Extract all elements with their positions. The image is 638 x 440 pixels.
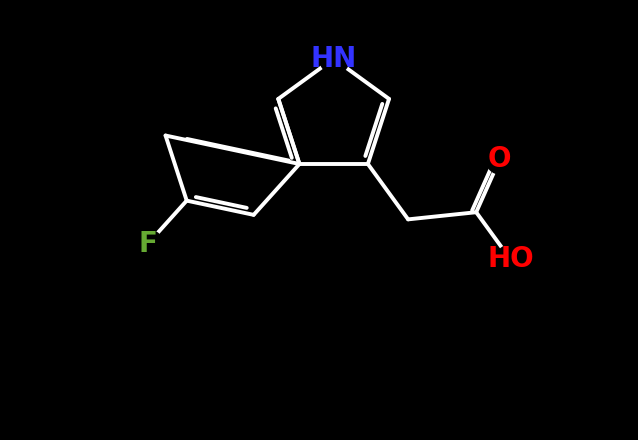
Text: O: O <box>488 145 512 173</box>
Text: HN: HN <box>311 45 357 73</box>
Text: HO: HO <box>487 245 534 273</box>
Text: F: F <box>138 230 157 258</box>
